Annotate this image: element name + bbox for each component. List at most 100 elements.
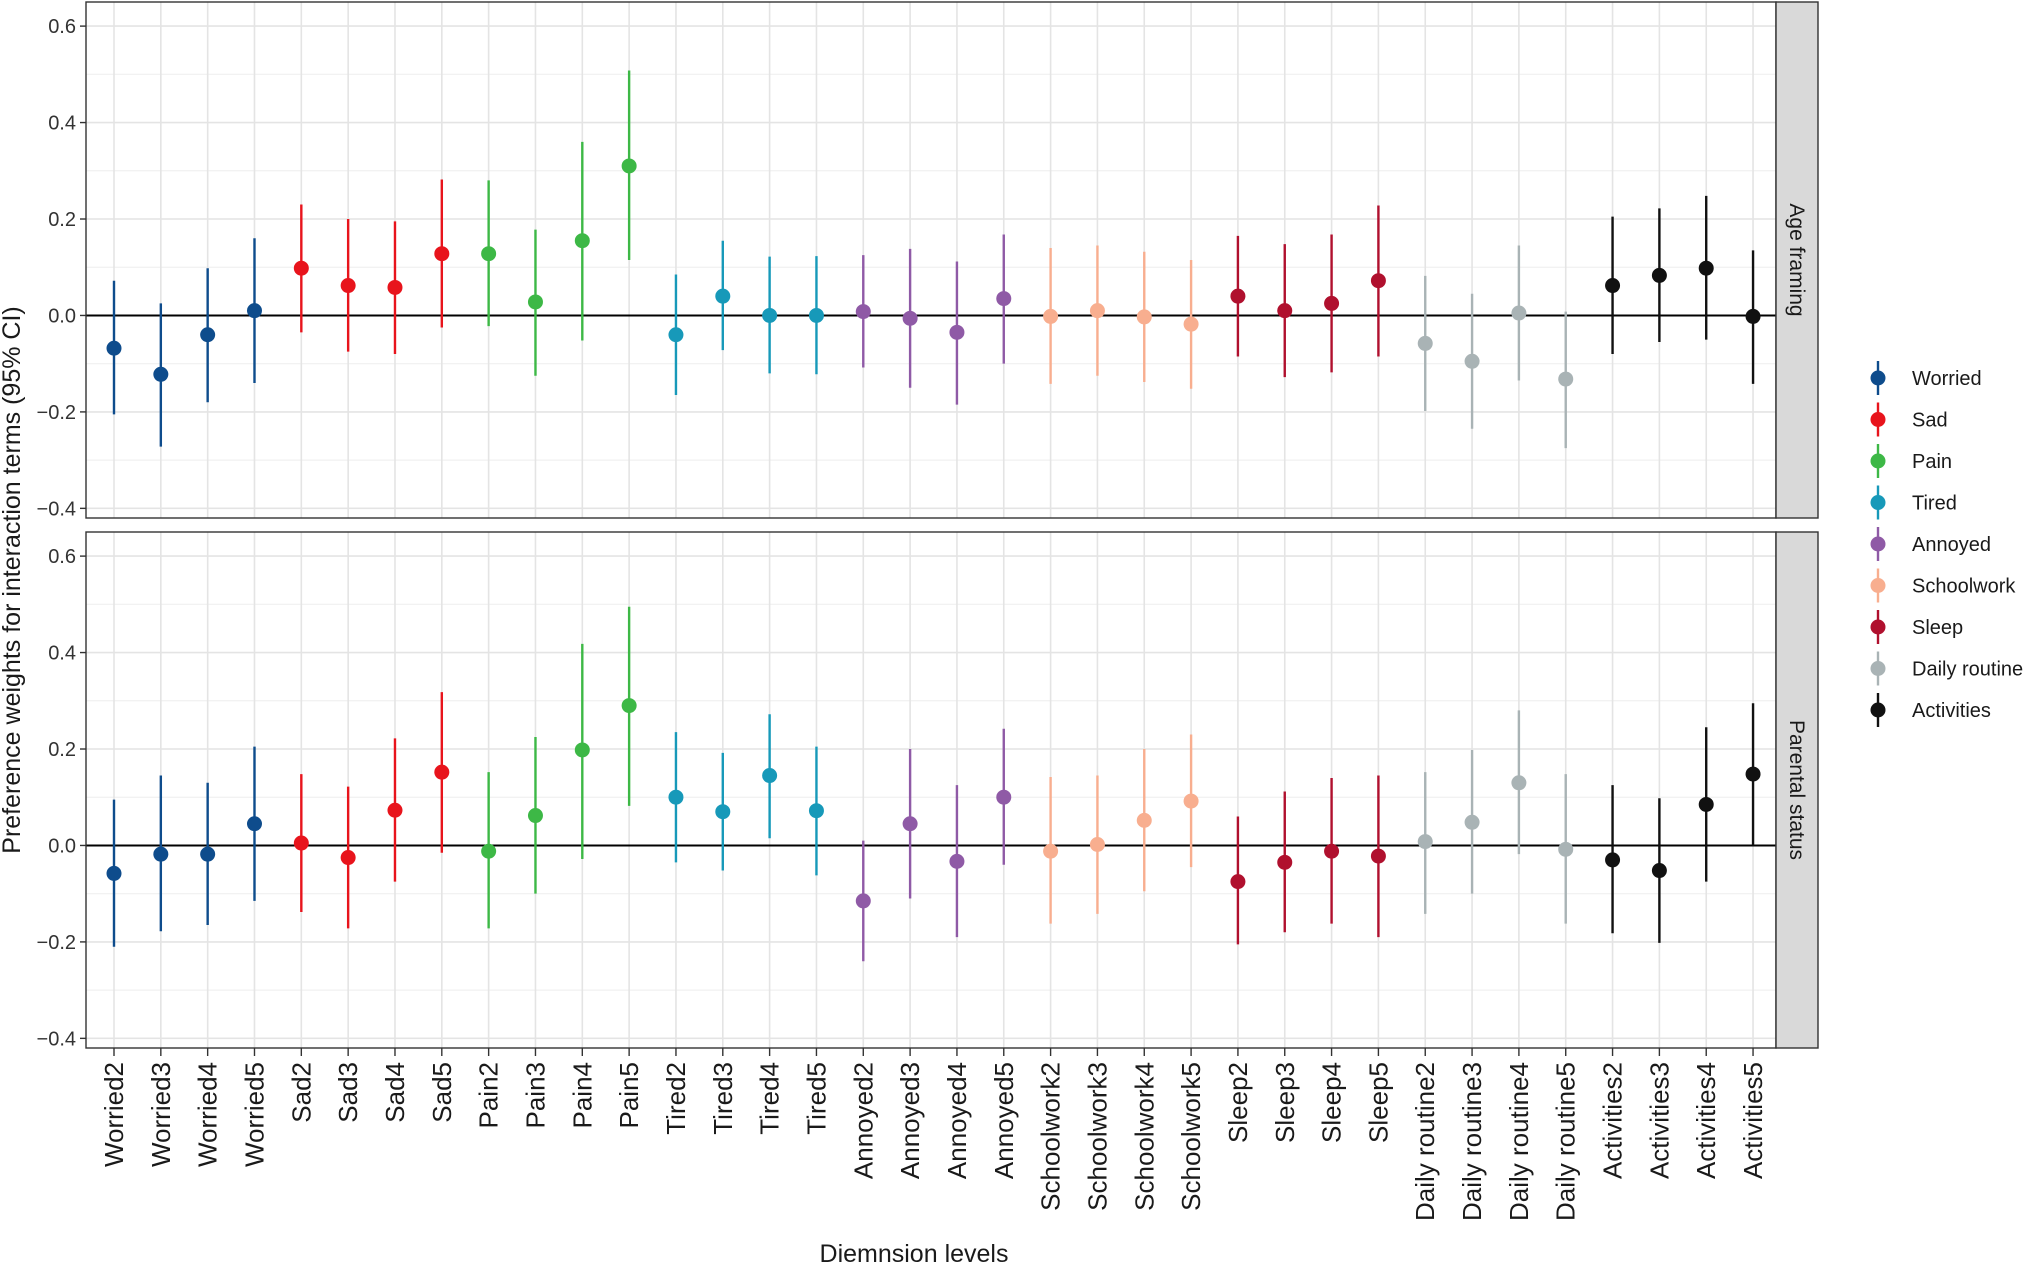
x-tick-label: Sleep3 <box>1270 1062 1300 1143</box>
estimate-point <box>246 303 262 319</box>
y-tick-label: 0.2 <box>48 739 76 761</box>
estimate-point <box>1558 371 1574 387</box>
estimate-point <box>1089 836 1105 852</box>
estimate-point <box>1043 308 1059 324</box>
x-tick-label: Worried3 <box>146 1062 176 1167</box>
legend-label: Activities <box>1912 700 1991 722</box>
estimate-point <box>668 789 684 805</box>
y-tick-label: 0.0 <box>48 835 76 857</box>
legend: Worried Sad Pain Tired Annoyed Schoolwork Slee… <box>1870 361 2023 727</box>
x-tick-label: Tired3 <box>708 1062 738 1135</box>
x-tick-label: Daily routine2 <box>1410 1062 1440 1221</box>
estimate-point <box>762 768 778 784</box>
estimate-point <box>621 698 637 714</box>
estimate-point <box>1324 843 1340 859</box>
x-tick-label: Annoyed2 <box>848 1062 878 1179</box>
y-tick-label: 0.4 <box>48 643 76 665</box>
legend-item: Worried <box>1870 361 1982 395</box>
estimate-point <box>153 846 169 862</box>
facet-panel: −0.4 −0.2 0.0 0.2 0.4 0.6 Age framing <box>37 1 1819 520</box>
x-tick-label: Worried5 <box>239 1062 269 1167</box>
legend-label: Sleep <box>1912 617 1963 639</box>
estimate-point <box>1370 848 1386 864</box>
x-tick-label: Sleep4 <box>1317 1062 1347 1143</box>
estimate-point <box>1370 273 1386 289</box>
y-tick-label: 0.2 <box>48 209 76 231</box>
estimate-point <box>1136 812 1152 828</box>
estimate-point <box>808 803 824 819</box>
estimate-point <box>1745 766 1761 782</box>
legend-label: Annoyed <box>1912 534 1991 556</box>
x-tick-label: Tired4 <box>755 1062 785 1135</box>
estimate-point <box>1417 335 1433 351</box>
estimate-point <box>1464 814 1480 830</box>
estimate-point <box>293 835 309 851</box>
legend-label: Tired <box>1912 493 1957 515</box>
x-tick-label: Sad4 <box>380 1062 410 1123</box>
x-tick-label: Activities4 <box>1691 1062 1721 1179</box>
legend-key-point <box>1870 453 1886 469</box>
estimate-point <box>1183 793 1199 809</box>
x-tick-label: Sad2 <box>286 1062 316 1123</box>
y-tick-label: −0.4 <box>37 1028 76 1050</box>
legend-key-point <box>1870 536 1886 552</box>
x-axis-ticks: Worried2 Worried3 Worried4 Worried5 Sad2 Sad3… <box>99 1048 1768 1221</box>
estimate-point <box>715 804 731 820</box>
estimate-point <box>996 291 1012 307</box>
facet-strip-label: Parental status <box>1785 720 1808 860</box>
x-tick-label: Tired5 <box>801 1062 831 1135</box>
facet-panels: −0.4 −0.2 0.0 0.2 0.4 0.6 Age framing −0.4 −0.2 0… <box>37 1 1819 1050</box>
legend-key-point <box>1870 495 1886 510</box>
estimate-point <box>949 324 965 340</box>
legend-key-point <box>1870 578 1886 593</box>
legend-item: Sleep <box>1870 610 1963 644</box>
estimate-point <box>949 853 965 869</box>
estimate-point <box>1651 267 1667 283</box>
x-tick-label: Worried4 <box>193 1062 223 1167</box>
x-tick-label: Activities5 <box>1738 1062 1768 1179</box>
estimate-point <box>1277 303 1293 319</box>
estimate-point <box>996 789 1012 805</box>
estimate-point <box>1136 309 1152 325</box>
estimate-point <box>153 366 169 382</box>
estimate-point <box>621 158 637 174</box>
facet-strip-label: Age framing <box>1785 203 1808 316</box>
estimate-point <box>293 260 309 276</box>
estimate-point <box>574 233 590 249</box>
y-tick-label: −0.2 <box>37 402 76 424</box>
estimate-point <box>1558 841 1574 857</box>
estimate-point <box>246 816 262 832</box>
legend-label: Daily routine <box>1912 659 2023 681</box>
y-tick-label: −0.2 <box>37 932 76 954</box>
legend-key-point <box>1870 412 1886 427</box>
estimate-point <box>387 802 403 818</box>
estimate-point <box>1043 843 1059 859</box>
legend-key-point <box>1870 370 1886 386</box>
estimate-point <box>1464 353 1480 369</box>
estimate-point <box>527 808 543 824</box>
estimate-point <box>1511 305 1527 321</box>
x-tick-label: Annoyed4 <box>942 1062 972 1179</box>
estimate-point <box>1651 863 1667 879</box>
estimate-point <box>808 307 824 323</box>
x-tick-label: Pain3 <box>520 1062 550 1129</box>
estimate-point <box>1324 295 1340 311</box>
facet-strip <box>1775 531 1819 1049</box>
legend-item: Activities <box>1870 693 1991 727</box>
estimate-point <box>1183 316 1199 332</box>
estimate-point <box>527 294 543 310</box>
estimate-point <box>1511 775 1527 791</box>
legend-label: Worried <box>1912 368 1982 390</box>
estimate-point <box>481 246 497 262</box>
x-tick-label: Tired2 <box>661 1062 691 1135</box>
legend-item: Daily routine <box>1870 651 2023 686</box>
estimate-point <box>200 846 216 862</box>
estimate-point <box>902 310 918 326</box>
legend-key-point <box>1870 702 1886 718</box>
estimate-point <box>1230 874 1246 890</box>
legend-item: Schoolwork <box>1870 568 2016 603</box>
y-tick-label: −0.4 <box>37 498 76 520</box>
estimate-point <box>1605 852 1621 868</box>
